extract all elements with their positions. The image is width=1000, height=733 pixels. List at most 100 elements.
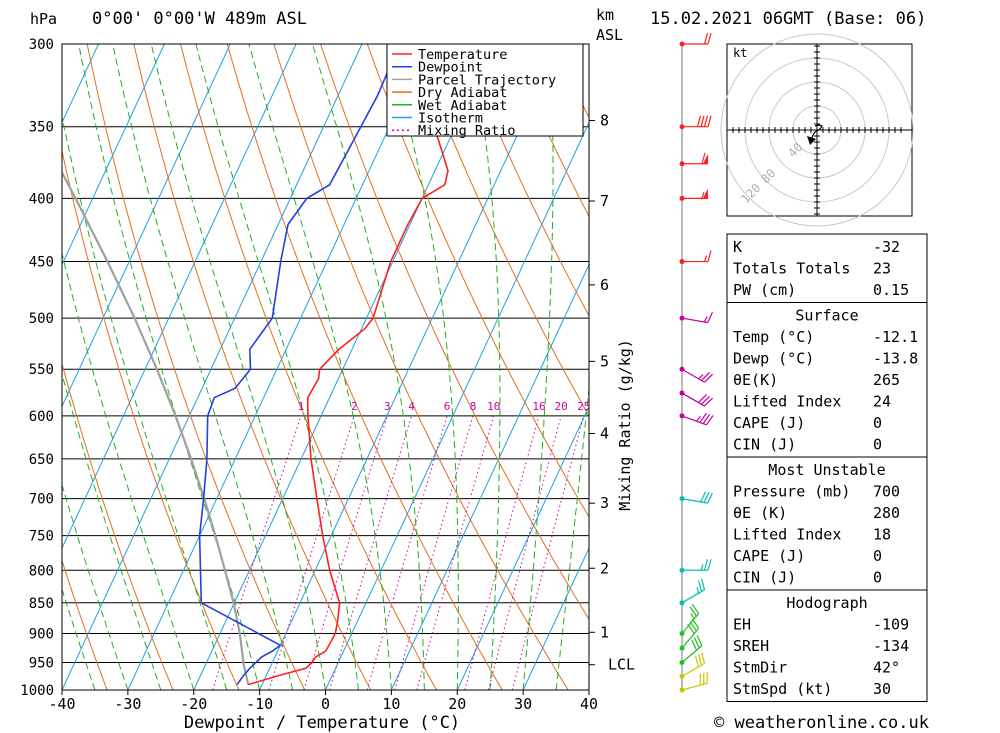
table-row-label: Dewp (°C): [733, 350, 814, 368]
table-row-value: 18: [873, 526, 891, 544]
wind-barb: [679, 188, 708, 201]
wet-adiabat-line: [522, 44, 554, 690]
table-surface: Surface Temp (°C) -12.1 Dewp (°C) -13.8 θE(K)…: [726, 302, 928, 458]
table-row-label: StmSpd (kt): [733, 680, 832, 698]
table-row-value: 265: [873, 371, 900, 389]
table-title: Most Unstable: [768, 461, 885, 479]
wind-barb: [679, 412, 714, 426]
wet-adiabat-line: [62, 587, 96, 690]
table-row-label: Temp (°C): [733, 328, 814, 346]
pressure-tick-label: 650: [29, 452, 54, 468]
legend-entry: Mixing Ratio: [418, 123, 516, 139]
mixing-ratio-label: 2: [351, 400, 358, 413]
wind-barb-column: [679, 32, 714, 693]
wind-barb: [679, 390, 714, 407]
mixing-ratio-label: 6: [444, 400, 451, 413]
table-row-value: 700: [873, 483, 900, 501]
wind-barb: [679, 366, 714, 383]
x-tick-label: -30: [114, 695, 141, 713]
height-tick-label: 6: [600, 276, 609, 294]
table-row-label: Lifted Index: [733, 393, 841, 411]
series-line-dewpoint: [198, 44, 401, 686]
table-row-value: -13.8: [873, 350, 918, 368]
hodograph-arrowhead: [807, 136, 816, 145]
dry-adiabat-line: [62, 362, 174, 690]
wind-barb: [679, 635, 703, 665]
mixing-ratio-line: [511, 415, 585, 690]
dry-adiabat-line: [460, 44, 589, 317]
x-tick-label: 30: [514, 695, 532, 713]
pressure-unit-label: hPa: [30, 10, 57, 28]
isotherm-line: [62, 44, 165, 266]
mixing-ratio-labels: 1 2 3 4 6 8 10 16 20 25: [298, 400, 591, 413]
wet-adiabat-line: [248, 44, 392, 690]
skewt-frame: [61, 43, 590, 691]
table-row-label: K: [733, 238, 742, 256]
wind-barb: [679, 603, 700, 636]
pressure-tick-label: 500: [29, 311, 54, 327]
table-title: Hodograph: [786, 594, 867, 612]
height-unit-km: km: [596, 6, 614, 24]
height-tick-label: 7: [600, 192, 609, 210]
table-row-label: θE(K): [733, 371, 778, 389]
table-row-value: 42°: [873, 659, 900, 677]
skewt-profiles: [62, 44, 449, 686]
table-row-value: 0: [873, 547, 882, 565]
table-row-value: 0: [873, 414, 882, 432]
table-row-label: CAPE (J): [733, 414, 805, 432]
wind-barb: [679, 652, 706, 679]
dry-adiabat-line: [133, 44, 372, 690]
wind-barb: [679, 559, 712, 573]
mixing-ratio-line: [212, 415, 302, 690]
wind-barb: [679, 312, 714, 324]
isotherm-line: [259, 44, 561, 690]
mixing-ratio-label: 8: [470, 400, 477, 413]
table-row-value: 0: [873, 436, 882, 454]
mixing-ratio-line: [487, 415, 562, 690]
copyright-footer: © weatheronline.co.uk: [714, 713, 929, 733]
info-tables: K -32 Totals Totals 23 PW (cm) 0.15 Surface Tem…: [726, 233, 928, 702]
wet-adiabat-line: [312, 44, 425, 690]
table-row-label: Lifted Index: [733, 526, 841, 544]
mixing-ratio-line: [394, 415, 474, 690]
mixing-ratio-line: [366, 415, 448, 690]
mixing-ratio-label: 1: [298, 400, 305, 413]
series-line-temperature: [248, 44, 449, 686]
legend-entry: Parcel Trajectory: [418, 72, 556, 88]
wet-adiabat-line: [62, 114, 228, 690]
isotherm-line: [62, 44, 297, 550]
isotherm-line: [193, 44, 495, 690]
skewt-axes: 1 2 3 4 6 8 10 16 20 2530035040045050055060065070…: [20, 37, 635, 713]
height-tick-label: 8: [600, 112, 609, 130]
mixing-ratio-label: 16: [532, 400, 545, 413]
table-row-value: 0: [873, 569, 882, 587]
mixing-ratio-label: 4: [408, 400, 415, 413]
isotherm-line: [390, 263, 589, 690]
height-tick-label: 2: [600, 559, 609, 577]
pressure-tick-label: 300: [29, 37, 54, 53]
pressure-tick-label: 400: [29, 191, 54, 207]
x-tick-label: 10: [382, 695, 400, 713]
isotherm-line: [0, 44, 33, 690]
x-tick-label: -10: [246, 695, 273, 713]
wind-barb: [679, 578, 706, 606]
table-row-label: Pressure (mb): [733, 483, 850, 501]
wet-adiabat-line: [78, 44, 261, 690]
mixing-ratio-label: 20: [554, 400, 567, 413]
legend-entry: Isotherm: [418, 111, 483, 127]
x-tick-label: -20: [180, 695, 207, 713]
wet-adiabat-line: [112, 44, 294, 690]
table-row-value: -12.1: [873, 328, 918, 346]
wind-barb: [679, 250, 712, 265]
mixing-ratio-line: [416, 415, 495, 690]
wet-adiabat-line: [150, 44, 326, 690]
x-tick-label: 40: [580, 695, 598, 713]
mixing-ratio-line: [464, 415, 540, 690]
datetime-title: 15.02.2021 06GMT (Base: 06): [650, 9, 926, 29]
pressure-tick-label: 850: [29, 596, 54, 612]
dry-adiabat-line: [320, 44, 589, 621]
table-row-label: PW (cm): [733, 281, 796, 299]
height-unit-asl: ASL: [596, 26, 623, 44]
